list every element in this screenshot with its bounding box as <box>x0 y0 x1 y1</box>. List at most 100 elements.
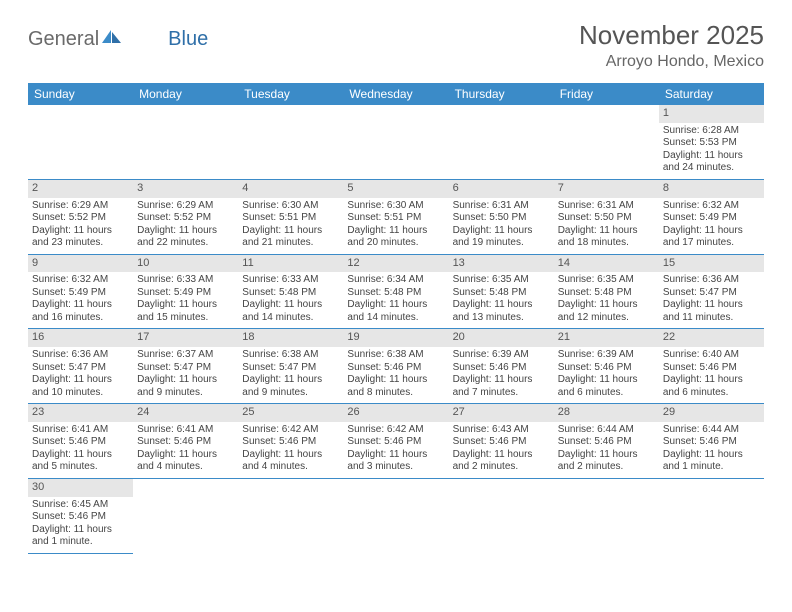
day-body: Sunrise: 6:28 AMSunset: 5:53 PMDaylight:… <box>659 123 764 179</box>
sunrise-text: Sunrise: 6:35 AM <box>558 274 655 287</box>
calendar-day-cell: 28Sunrise: 6:44 AMSunset: 5:46 PMDayligh… <box>554 404 659 479</box>
sunrise-text: Sunrise: 6:29 AM <box>32 200 129 213</box>
calendar-day-cell <box>343 105 448 179</box>
calendar-day-cell <box>28 105 133 179</box>
day-body: Sunrise: 6:41 AMSunset: 5:46 PMDaylight:… <box>28 422 133 478</box>
day-number: 5 <box>343 180 448 198</box>
calendar-day-cell: 7Sunrise: 6:31 AMSunset: 5:50 PMDaylight… <box>554 179 659 254</box>
day-body: Sunrise: 6:35 AMSunset: 5:48 PMDaylight:… <box>554 272 659 328</box>
sunset-text: Sunset: 5:49 PM <box>663 212 760 225</box>
day-number: 13 <box>449 255 554 273</box>
day-body: Sunrise: 6:37 AMSunset: 5:47 PMDaylight:… <box>133 347 238 403</box>
sunrise-text: Sunrise: 6:41 AM <box>137 424 234 437</box>
calendar-day-cell: 3Sunrise: 6:29 AMSunset: 5:52 PMDaylight… <box>133 179 238 254</box>
day-number: 18 <box>238 329 343 347</box>
calendar-week-row: 16Sunrise: 6:36 AMSunset: 5:47 PMDayligh… <box>28 329 764 404</box>
sunset-text: Sunset: 5:48 PM <box>558 287 655 300</box>
calendar-day-cell <box>343 478 448 553</box>
day-body: Sunrise: 6:31 AMSunset: 5:50 PMDaylight:… <box>554 198 659 254</box>
sunset-text: Sunset: 5:52 PM <box>137 212 234 225</box>
day-body: Sunrise: 6:40 AMSunset: 5:46 PMDaylight:… <box>659 347 764 403</box>
title-block: November 2025 Arroyo Hondo, Mexico <box>579 20 764 71</box>
calendar-day-cell: 29Sunrise: 6:44 AMSunset: 5:46 PMDayligh… <box>659 404 764 479</box>
calendar-day-cell: 24Sunrise: 6:41 AMSunset: 5:46 PMDayligh… <box>133 404 238 479</box>
day-number: 21 <box>554 329 659 347</box>
daylight-text: Daylight: 11 hours and 10 minutes. <box>32 374 129 399</box>
sunrise-text: Sunrise: 6:38 AM <box>242 349 339 362</box>
calendar-day-cell <box>133 478 238 553</box>
day-body: Sunrise: 6:33 AMSunset: 5:48 PMDaylight:… <box>238 272 343 328</box>
logo-text-general: General <box>28 28 99 51</box>
day-body: Sunrise: 6:42 AMSunset: 5:46 PMDaylight:… <box>343 422 448 478</box>
sunset-text: Sunset: 5:50 PM <box>558 212 655 225</box>
page: GeneralBlue November 2025 Arroyo Hondo, … <box>0 0 792 574</box>
day-number: 8 <box>659 180 764 198</box>
daylight-text: Daylight: 11 hours and 4 minutes. <box>137 449 234 474</box>
sunset-text: Sunset: 5:48 PM <box>242 287 339 300</box>
calendar-week-row: 2Sunrise: 6:29 AMSunset: 5:52 PMDaylight… <box>28 179 764 254</box>
day-number: 12 <box>343 255 448 273</box>
daylight-text: Daylight: 11 hours and 6 minutes. <box>663 374 760 399</box>
calendar-day-cell: 17Sunrise: 6:37 AMSunset: 5:47 PMDayligh… <box>133 329 238 404</box>
calendar-day-cell: 10Sunrise: 6:33 AMSunset: 5:49 PMDayligh… <box>133 254 238 329</box>
calendar-day-cell: 22Sunrise: 6:40 AMSunset: 5:46 PMDayligh… <box>659 329 764 404</box>
sunrise-text: Sunrise: 6:30 AM <box>347 200 444 213</box>
calendar-day-cell <box>449 105 554 179</box>
sunset-text: Sunset: 5:46 PM <box>453 362 550 375</box>
day-body: Sunrise: 6:29 AMSunset: 5:52 PMDaylight:… <box>28 198 133 254</box>
sunrise-text: Sunrise: 6:32 AM <box>32 274 129 287</box>
day-body: Sunrise: 6:35 AMSunset: 5:48 PMDaylight:… <box>449 272 554 328</box>
sunset-text: Sunset: 5:50 PM <box>453 212 550 225</box>
day-number: 16 <box>28 329 133 347</box>
sunrise-text: Sunrise: 6:29 AM <box>137 200 234 213</box>
day-body: Sunrise: 6:39 AMSunset: 5:46 PMDaylight:… <box>554 347 659 403</box>
day-header: Monday <box>133 83 238 105</box>
day-number: 14 <box>554 255 659 273</box>
day-number: 24 <box>133 404 238 422</box>
calendar-day-cell: 21Sunrise: 6:39 AMSunset: 5:46 PMDayligh… <box>554 329 659 404</box>
day-body: Sunrise: 6:31 AMSunset: 5:50 PMDaylight:… <box>449 198 554 254</box>
day-body: Sunrise: 6:38 AMSunset: 5:47 PMDaylight:… <box>238 347 343 403</box>
daylight-text: Daylight: 11 hours and 19 minutes. <box>453 225 550 250</box>
day-number: 22 <box>659 329 764 347</box>
daylight-text: Daylight: 11 hours and 23 minutes. <box>32 225 129 250</box>
daylight-text: Daylight: 11 hours and 14 minutes. <box>347 299 444 324</box>
daylight-text: Daylight: 11 hours and 14 minutes. <box>242 299 339 324</box>
sunset-text: Sunset: 5:52 PM <box>32 212 129 225</box>
sunrise-text: Sunrise: 6:33 AM <box>242 274 339 287</box>
calendar-day-cell: 27Sunrise: 6:43 AMSunset: 5:46 PMDayligh… <box>449 404 554 479</box>
day-number: 20 <box>449 329 554 347</box>
day-body: Sunrise: 6:36 AMSunset: 5:47 PMDaylight:… <box>659 272 764 328</box>
sunrise-text: Sunrise: 6:31 AM <box>453 200 550 213</box>
sunset-text: Sunset: 5:46 PM <box>32 511 129 524</box>
day-header: Wednesday <box>343 83 448 105</box>
header: GeneralBlue November 2025 Arroyo Hondo, … <box>28 20 764 71</box>
daylight-text: Daylight: 11 hours and 17 minutes. <box>663 225 760 250</box>
day-header: Saturday <box>659 83 764 105</box>
daylight-text: Daylight: 11 hours and 15 minutes. <box>137 299 234 324</box>
sunrise-text: Sunrise: 6:42 AM <box>347 424 444 437</box>
calendar-day-cell: 11Sunrise: 6:33 AMSunset: 5:48 PMDayligh… <box>238 254 343 329</box>
day-number: 10 <box>133 255 238 273</box>
calendar-day-cell <box>449 478 554 553</box>
sunset-text: Sunset: 5:47 PM <box>32 362 129 375</box>
sunrise-text: Sunrise: 6:36 AM <box>32 349 129 362</box>
day-header: Thursday <box>449 83 554 105</box>
day-body: Sunrise: 6:39 AMSunset: 5:46 PMDaylight:… <box>449 347 554 403</box>
day-number: 3 <box>133 180 238 198</box>
day-number: 6 <box>449 180 554 198</box>
sunset-text: Sunset: 5:47 PM <box>242 362 339 375</box>
day-body: Sunrise: 6:44 AMSunset: 5:46 PMDaylight:… <box>554 422 659 478</box>
sunrise-text: Sunrise: 6:28 AM <box>663 125 760 138</box>
day-number: 15 <box>659 255 764 273</box>
sunrise-text: Sunrise: 6:38 AM <box>347 349 444 362</box>
calendar-day-cell: 2Sunrise: 6:29 AMSunset: 5:52 PMDaylight… <box>28 179 133 254</box>
calendar-day-cell: 25Sunrise: 6:42 AMSunset: 5:46 PMDayligh… <box>238 404 343 479</box>
calendar-day-cell <box>659 478 764 553</box>
logo-sail-icon <box>101 28 123 51</box>
calendar-day-cell: 15Sunrise: 6:36 AMSunset: 5:47 PMDayligh… <box>659 254 764 329</box>
daylight-text: Daylight: 11 hours and 3 minutes. <box>347 449 444 474</box>
day-body: Sunrise: 6:33 AMSunset: 5:49 PMDaylight:… <box>133 272 238 328</box>
sunset-text: Sunset: 5:46 PM <box>242 436 339 449</box>
sunrise-text: Sunrise: 6:41 AM <box>32 424 129 437</box>
